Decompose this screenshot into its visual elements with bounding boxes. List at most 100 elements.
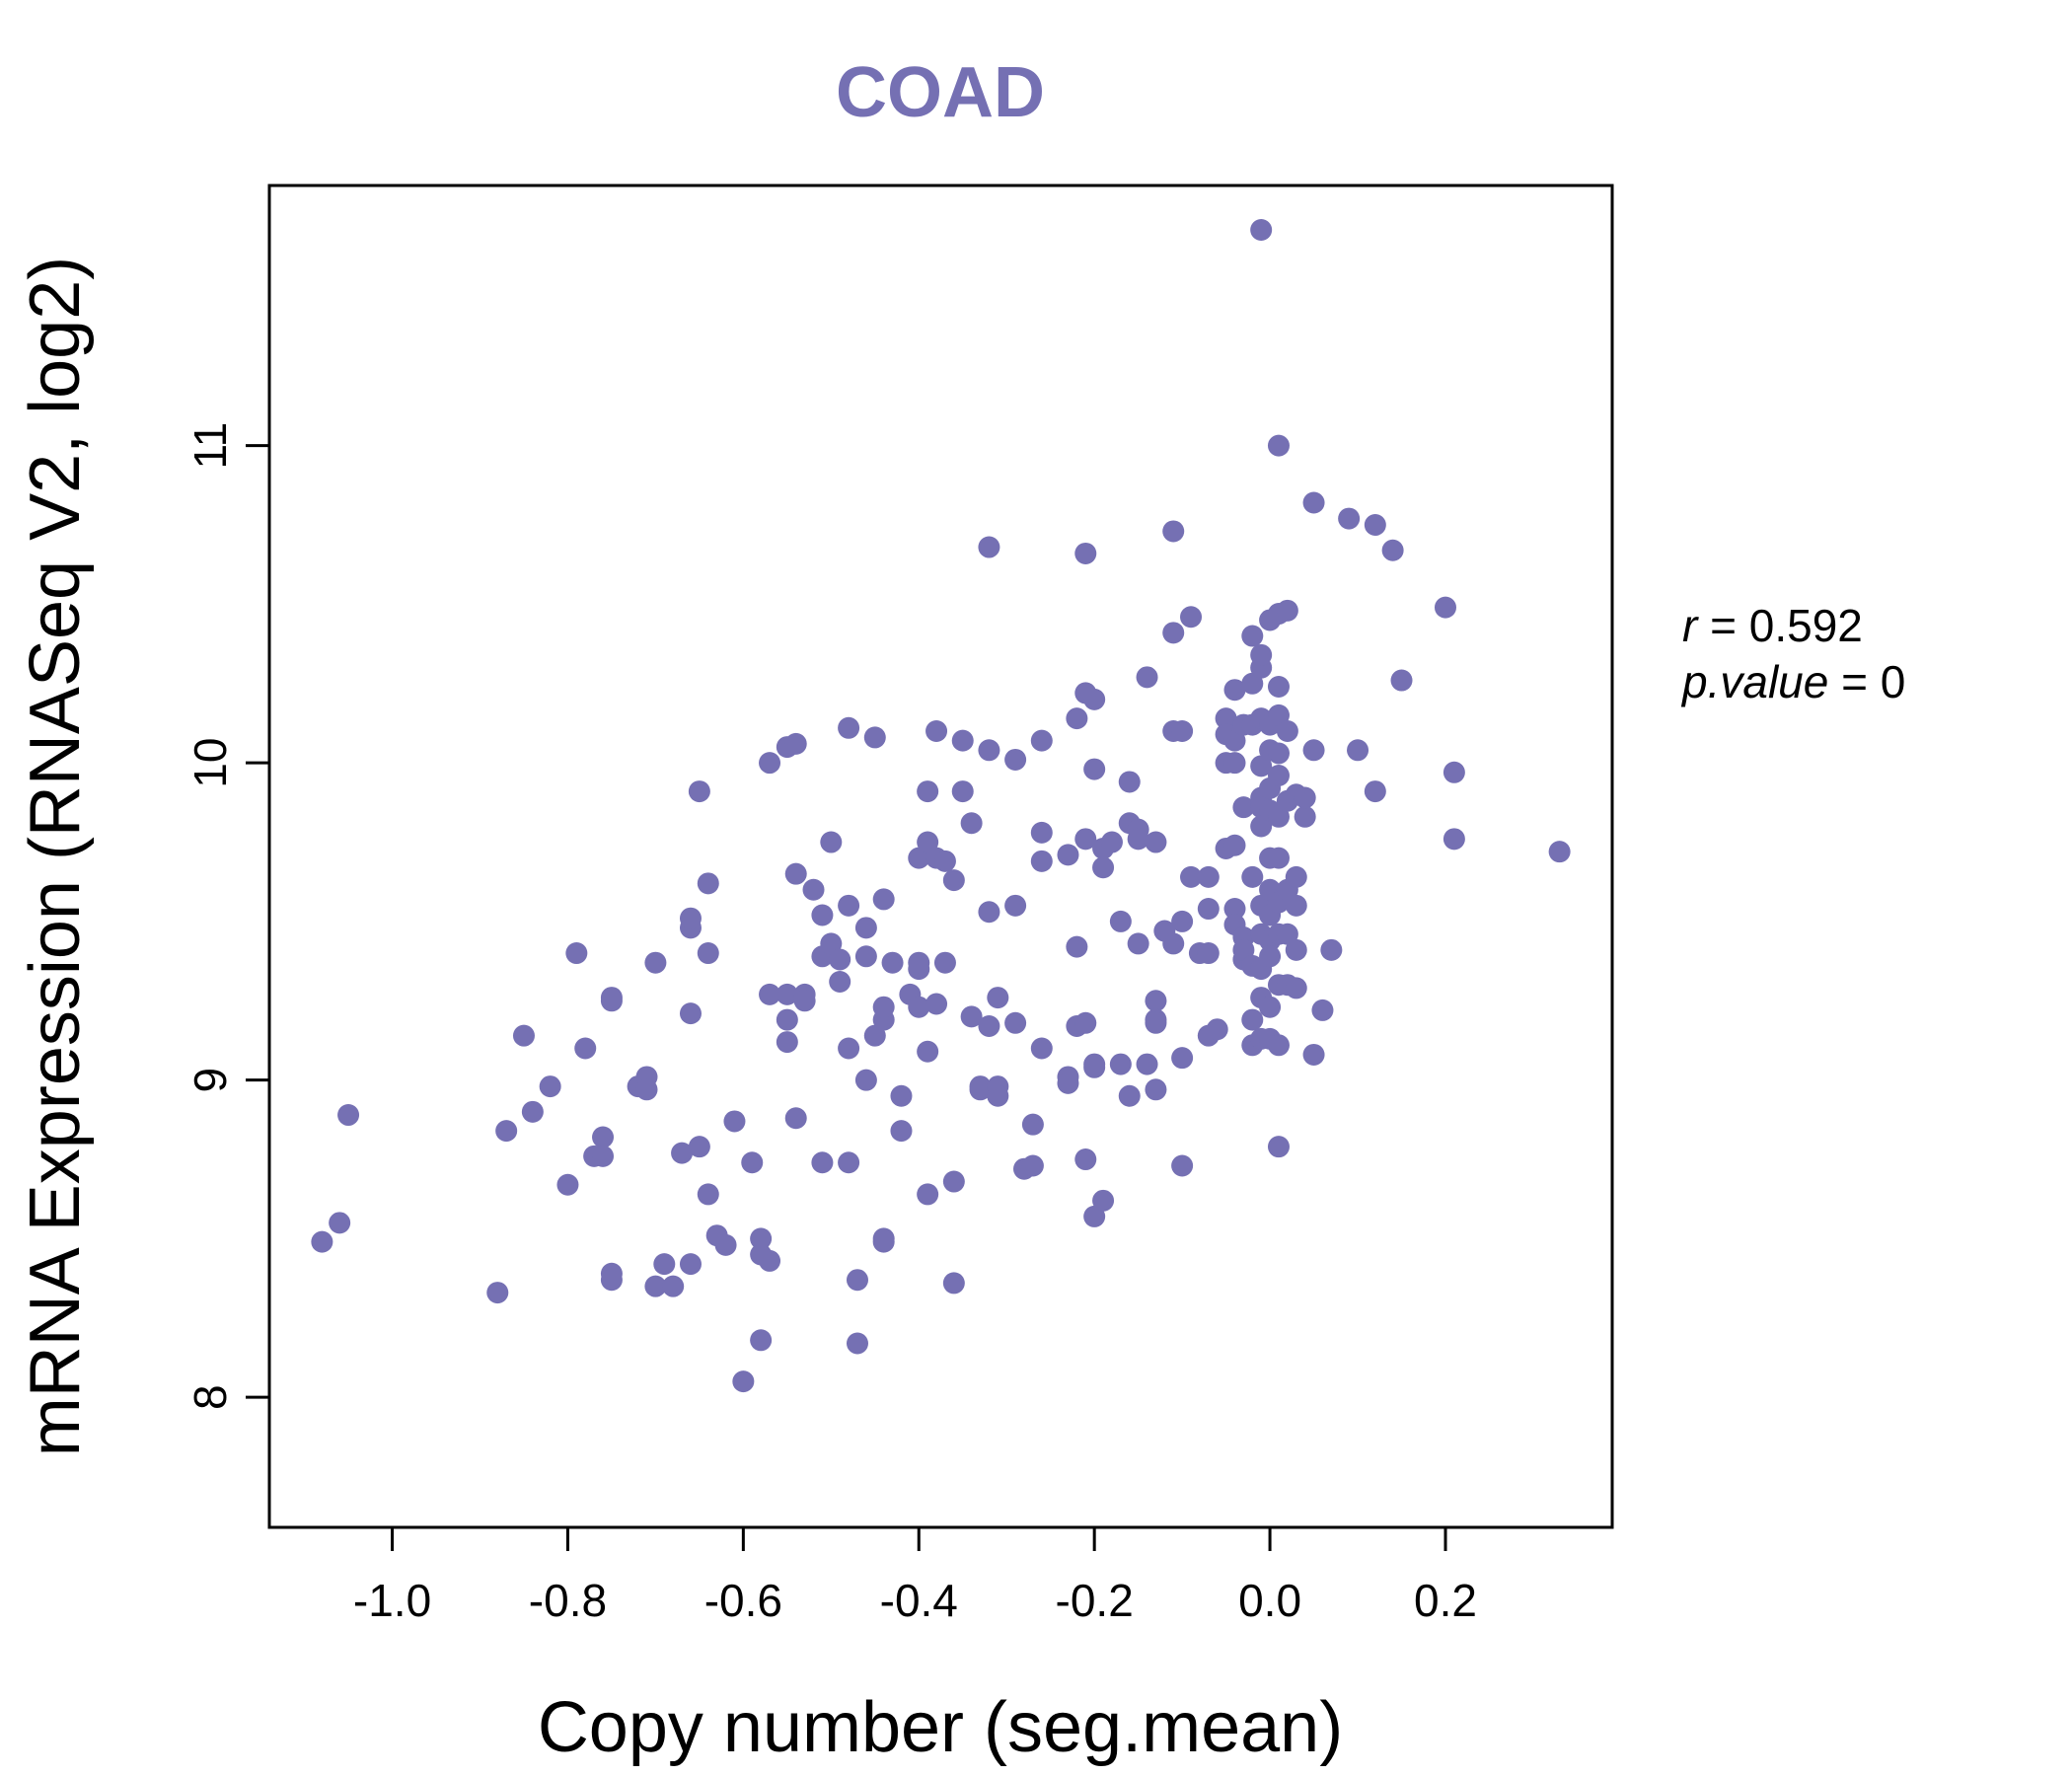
data-point <box>925 993 948 1015</box>
data-point <box>1338 507 1361 530</box>
data-point <box>1250 815 1273 838</box>
data-point <box>863 726 886 749</box>
data-point <box>1285 938 1307 961</box>
data-point <box>1066 707 1088 730</box>
data-point <box>1066 935 1088 958</box>
data-point <box>1232 938 1255 961</box>
data-point <box>978 739 1000 762</box>
data-point <box>933 951 956 974</box>
data-point <box>960 812 983 835</box>
data-point <box>1162 622 1185 644</box>
data-point <box>890 1120 913 1143</box>
data-point <box>337 1104 360 1127</box>
data-point <box>1267 675 1290 698</box>
data-point <box>1241 672 1264 695</box>
data-point <box>1381 539 1404 561</box>
data-points <box>311 219 1571 1393</box>
data-point <box>1285 977 1307 999</box>
data-point <box>829 948 851 971</box>
data-point <box>1241 865 1264 888</box>
data-point <box>1250 643 1273 666</box>
data-point <box>960 1005 983 1028</box>
data-point <box>1267 1034 1290 1057</box>
data-point <box>679 907 702 929</box>
data-point <box>1145 1078 1167 1101</box>
data-point <box>917 1040 939 1063</box>
data-point <box>881 951 904 974</box>
data-point <box>679 1002 702 1025</box>
data-point <box>556 1173 579 1196</box>
data-point <box>1118 1084 1141 1107</box>
data-point <box>644 951 667 974</box>
data-point <box>969 1078 992 1101</box>
data-point <box>1364 514 1386 537</box>
data-point <box>1162 520 1185 543</box>
data-point <box>1241 1008 1264 1031</box>
y-axis: 8 9 10 11 <box>185 422 269 1410</box>
data-point <box>1206 1018 1228 1041</box>
data-point <box>759 752 781 775</box>
data-point <box>978 901 1000 924</box>
data-point <box>1074 1148 1097 1171</box>
data-point <box>1074 1011 1097 1034</box>
data-point <box>750 1227 773 1250</box>
data-point <box>1057 1072 1079 1094</box>
data-point <box>1267 1136 1290 1158</box>
data-point <box>1083 1205 1106 1227</box>
data-point <box>784 732 807 755</box>
data-point <box>1548 841 1571 863</box>
data-point <box>846 1269 868 1292</box>
data-point <box>908 847 930 869</box>
data-point <box>1390 669 1413 692</box>
data-point <box>784 1107 807 1130</box>
data-point <box>951 780 974 803</box>
data-point <box>635 1078 658 1101</box>
data-point <box>1302 1043 1325 1066</box>
data-point <box>1171 910 1194 932</box>
x-tick-label: -0.2 <box>1056 1575 1134 1626</box>
data-point <box>854 917 877 939</box>
data-point <box>495 1120 518 1143</box>
data-point <box>793 990 816 1012</box>
x-tick-label: -0.6 <box>704 1575 782 1626</box>
y-tick-label: 10 <box>185 738 236 788</box>
data-point <box>987 987 1009 1009</box>
data-point <box>1285 865 1307 888</box>
data-point <box>978 1015 1000 1038</box>
data-point <box>942 1170 965 1193</box>
data-point <box>1276 599 1298 622</box>
data-point <box>1223 898 1246 921</box>
data-point <box>688 1136 710 1158</box>
data-point <box>1083 688 1106 710</box>
data-point <box>1259 996 1282 1018</box>
data-point <box>1004 894 1027 917</box>
data-point <box>1250 219 1273 242</box>
data-point <box>600 1269 623 1292</box>
data-point <box>838 1037 860 1060</box>
data-point <box>1127 932 1149 955</box>
data-point <box>759 983 781 1005</box>
data-point <box>917 1183 939 1206</box>
data-point <box>1267 434 1290 457</box>
data-point <box>1223 752 1246 775</box>
data-point <box>820 932 843 955</box>
data-point <box>854 945 877 968</box>
data-point <box>1320 938 1343 961</box>
data-point <box>1057 844 1079 866</box>
data-point <box>1215 707 1237 730</box>
data-point <box>329 1212 351 1234</box>
data-point <box>1276 720 1298 743</box>
data-point <box>908 996 930 1018</box>
data-point <box>1030 729 1053 752</box>
data-point <box>512 1024 535 1047</box>
data-point <box>723 1110 746 1133</box>
data-point <box>863 1024 886 1047</box>
data-point <box>1145 990 1167 1012</box>
data-point <box>838 1151 860 1174</box>
data-point <box>1145 831 1167 853</box>
data-point <box>917 780 939 803</box>
data-point <box>1109 1053 1132 1075</box>
data-point <box>714 1233 737 1256</box>
data-point <box>872 888 895 911</box>
